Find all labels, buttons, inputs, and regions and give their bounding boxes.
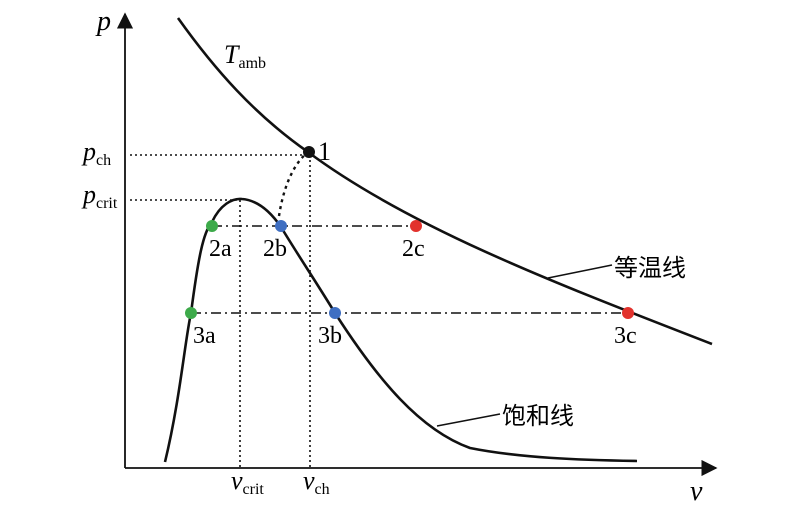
saturation-leader <box>436 413 501 427</box>
point-3c-marker <box>622 307 634 319</box>
p-crit-sub: crit <box>96 195 118 212</box>
v-ch-sub: ch <box>315 481 330 498</box>
point-3a-marker <box>185 307 197 319</box>
isotherm-curve <box>176 17 713 346</box>
t-amb-label: Tamb <box>224 40 266 72</box>
v-crit-sub: crit <box>243 481 265 498</box>
t-amb-main: T <box>224 40 240 69</box>
x-axis-label: v <box>690 476 703 506</box>
isotherm-name: 等温线 <box>614 254 686 282</box>
point-1-label: 1 <box>318 137 331 166</box>
process-path-to-1 <box>277 151 309 217</box>
p-ch-sub: ch <box>96 152 111 169</box>
v-crit-main: v <box>231 466 243 495</box>
p-ch-label: pch <box>81 137 111 169</box>
v-crit-label: vcrit <box>231 466 264 498</box>
point-2a-label: 2a <box>209 236 232 262</box>
point-2c-label: 2c <box>402 236 425 262</box>
point-3c-label: 3c <box>614 323 637 349</box>
v-ch-label: vch <box>303 466 330 498</box>
p-ch-main: p <box>81 137 96 166</box>
v-ch-main: v <box>303 466 315 495</box>
p-crit-label: pcrit <box>81 180 118 212</box>
t-amb-sub: amb <box>238 55 266 72</box>
p-crit-main: p <box>81 180 96 209</box>
point-3a-label: 3a <box>193 323 216 349</box>
isotherm-leader <box>547 264 613 279</box>
y-axis-label: p <box>95 6 111 37</box>
point-2b-marker <box>275 220 287 232</box>
point-3b-marker <box>329 307 341 319</box>
point-2b-label: 2b <box>263 236 287 262</box>
point-3b-label: 3b <box>318 323 342 349</box>
point-2c-marker <box>410 220 422 232</box>
point-2a-marker <box>206 220 218 232</box>
saturation-name: 饱和线 <box>502 402 574 430</box>
point-1-marker <box>303 146 315 158</box>
